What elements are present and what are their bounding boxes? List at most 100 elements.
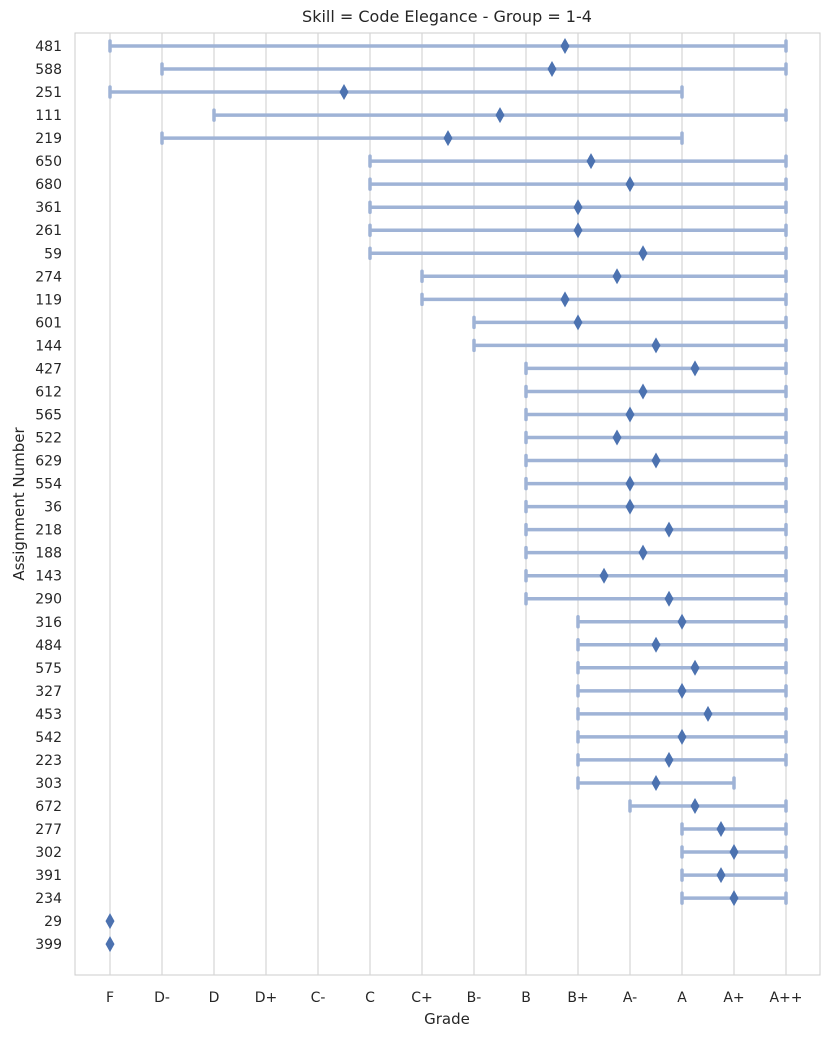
mean-marker-542 [677, 728, 687, 745]
y-tick-label-234: 234 [35, 891, 62, 907]
mean-marker-251 [339, 84, 349, 101]
mean-marker-554 [625, 475, 635, 492]
y-tick-label-565: 565 [35, 407, 62, 423]
y-axis-label: Assignment Number [10, 426, 28, 580]
mean-marker-588 [547, 61, 557, 78]
y-tick-label-302: 302 [35, 845, 62, 861]
mean-markers [105, 38, 739, 953]
mean-marker-361 [573, 199, 583, 216]
mean-marker-481 [560, 38, 570, 54]
mean-marker-188 [638, 544, 648, 561]
mean-marker-302 [729, 844, 739, 861]
x-tick-label-11: A [677, 990, 687, 1006]
y-tick-label-274: 274 [35, 269, 62, 285]
mean-marker-612 [638, 383, 648, 400]
x-tick-label-2: D [209, 990, 220, 1006]
y-tick-label-261: 261 [35, 223, 62, 239]
mean-marker-672 [690, 797, 700, 814]
y-tick-label-629: 629 [35, 454, 62, 470]
y-tick-label-542: 542 [35, 730, 62, 746]
mean-marker-144 [651, 337, 661, 354]
y-tick-label-361: 361 [35, 200, 62, 216]
mean-marker-484 [651, 636, 661, 653]
mean-marker-391 [716, 867, 726, 884]
y-tick-label-219: 219 [35, 131, 62, 147]
y-tick-label-427: 427 [35, 361, 62, 377]
y-tick-label-290: 290 [35, 592, 62, 608]
chart-title: Skill = Code Elegance - Group = 1-4 [302, 7, 592, 26]
y-tick-label-218: 218 [35, 523, 62, 539]
y-tick-label-119: 119 [35, 292, 62, 308]
x-tick-label-5: C [365, 990, 375, 1006]
mean-marker-575 [690, 659, 700, 676]
y-tick-label-36: 36 [44, 500, 62, 516]
mean-marker-522 [612, 429, 622, 446]
y-tick-label-612: 612 [35, 384, 62, 400]
x-tick-label-1: D- [154, 990, 170, 1006]
y-tick-label-391: 391 [35, 868, 62, 884]
mean-marker-29 [105, 913, 115, 930]
mean-marker-629 [651, 452, 661, 469]
x-tick-labels: F D- D D+ C- C C+ B- B B+ A- A A+ A++ [106, 990, 803, 1006]
mean-marker-680 [625, 176, 635, 193]
y-tick-label-29: 29 [44, 914, 62, 930]
y-tick-label-481: 481 [35, 39, 62, 55]
y-tick-label-453: 453 [35, 707, 62, 723]
mean-marker-601 [573, 314, 583, 331]
mean-marker-36 [625, 498, 635, 515]
mean-marker-303 [651, 774, 661, 791]
plot-frame [74, 32, 821, 976]
x-axis-label: Grade [424, 1010, 470, 1028]
mean-marker-111 [495, 107, 505, 124]
mean-marker-277 [716, 821, 726, 838]
y-tick-label-303: 303 [35, 776, 62, 792]
y-tick-label-144: 144 [35, 338, 62, 354]
y-tick-label-601: 601 [35, 315, 62, 331]
y-tick-label-143: 143 [35, 569, 62, 585]
y-tick-labels: 481 588 251 111 219 650 680 361 261 59 274 119 601 14… [35, 39, 62, 953]
grid-lines [109, 33, 787, 975]
y-tick-label-251: 251 [35, 85, 62, 101]
x-tick-label-12: A+ [723, 990, 744, 1006]
x-tick-label-13: A++ [769, 990, 802, 1006]
x-tick-label-7: B- [467, 990, 482, 1006]
y-tick-label-223: 223 [35, 753, 62, 769]
y-tick-label-672: 672 [35, 799, 62, 815]
mean-marker-59 [638, 245, 648, 262]
y-tick-label-522: 522 [35, 431, 62, 447]
y-tick-label-554: 554 [35, 477, 62, 493]
mean-marker-453 [703, 705, 713, 722]
mean-marker-316 [677, 613, 687, 630]
x-tick-label-8: B [521, 990, 531, 1006]
range-bars [108, 39, 788, 905]
mean-marker-223 [664, 751, 674, 768]
mean-marker-399 [105, 936, 115, 953]
mean-marker-274 [612, 268, 622, 285]
mean-marker-427 [690, 360, 700, 377]
y-tick-label-59: 59 [44, 246, 62, 262]
mean-marker-261 [573, 222, 583, 239]
y-tick-label-650: 650 [35, 154, 62, 170]
y-tick-label-575: 575 [35, 661, 62, 677]
y-tick-label-588: 588 [35, 62, 62, 78]
x-tick-label-10: A- [623, 990, 637, 1006]
y-tick-label-111: 111 [35, 108, 62, 124]
x-tick-label-0: F [106, 990, 114, 1006]
mean-marker-650 [586, 153, 596, 170]
y-tick-label-277: 277 [35, 822, 62, 838]
mean-marker-219 [443, 130, 453, 147]
mean-marker-143 [599, 567, 609, 584]
x-tick-label-6: C+ [411, 990, 433, 1006]
y-tick-label-327: 327 [35, 684, 62, 700]
y-tick-label-316: 316 [35, 615, 62, 631]
x-tick-label-4: C- [311, 990, 326, 1006]
y-tick-label-188: 188 [35, 546, 62, 562]
y-tick-label-484: 484 [35, 638, 62, 654]
mean-marker-327 [677, 682, 687, 699]
x-tick-label-3: D+ [255, 990, 278, 1006]
mean-marker-119 [560, 291, 570, 308]
mean-marker-218 [664, 521, 674, 538]
mean-marker-290 [664, 590, 674, 607]
y-tick-label-680: 680 [35, 177, 62, 193]
